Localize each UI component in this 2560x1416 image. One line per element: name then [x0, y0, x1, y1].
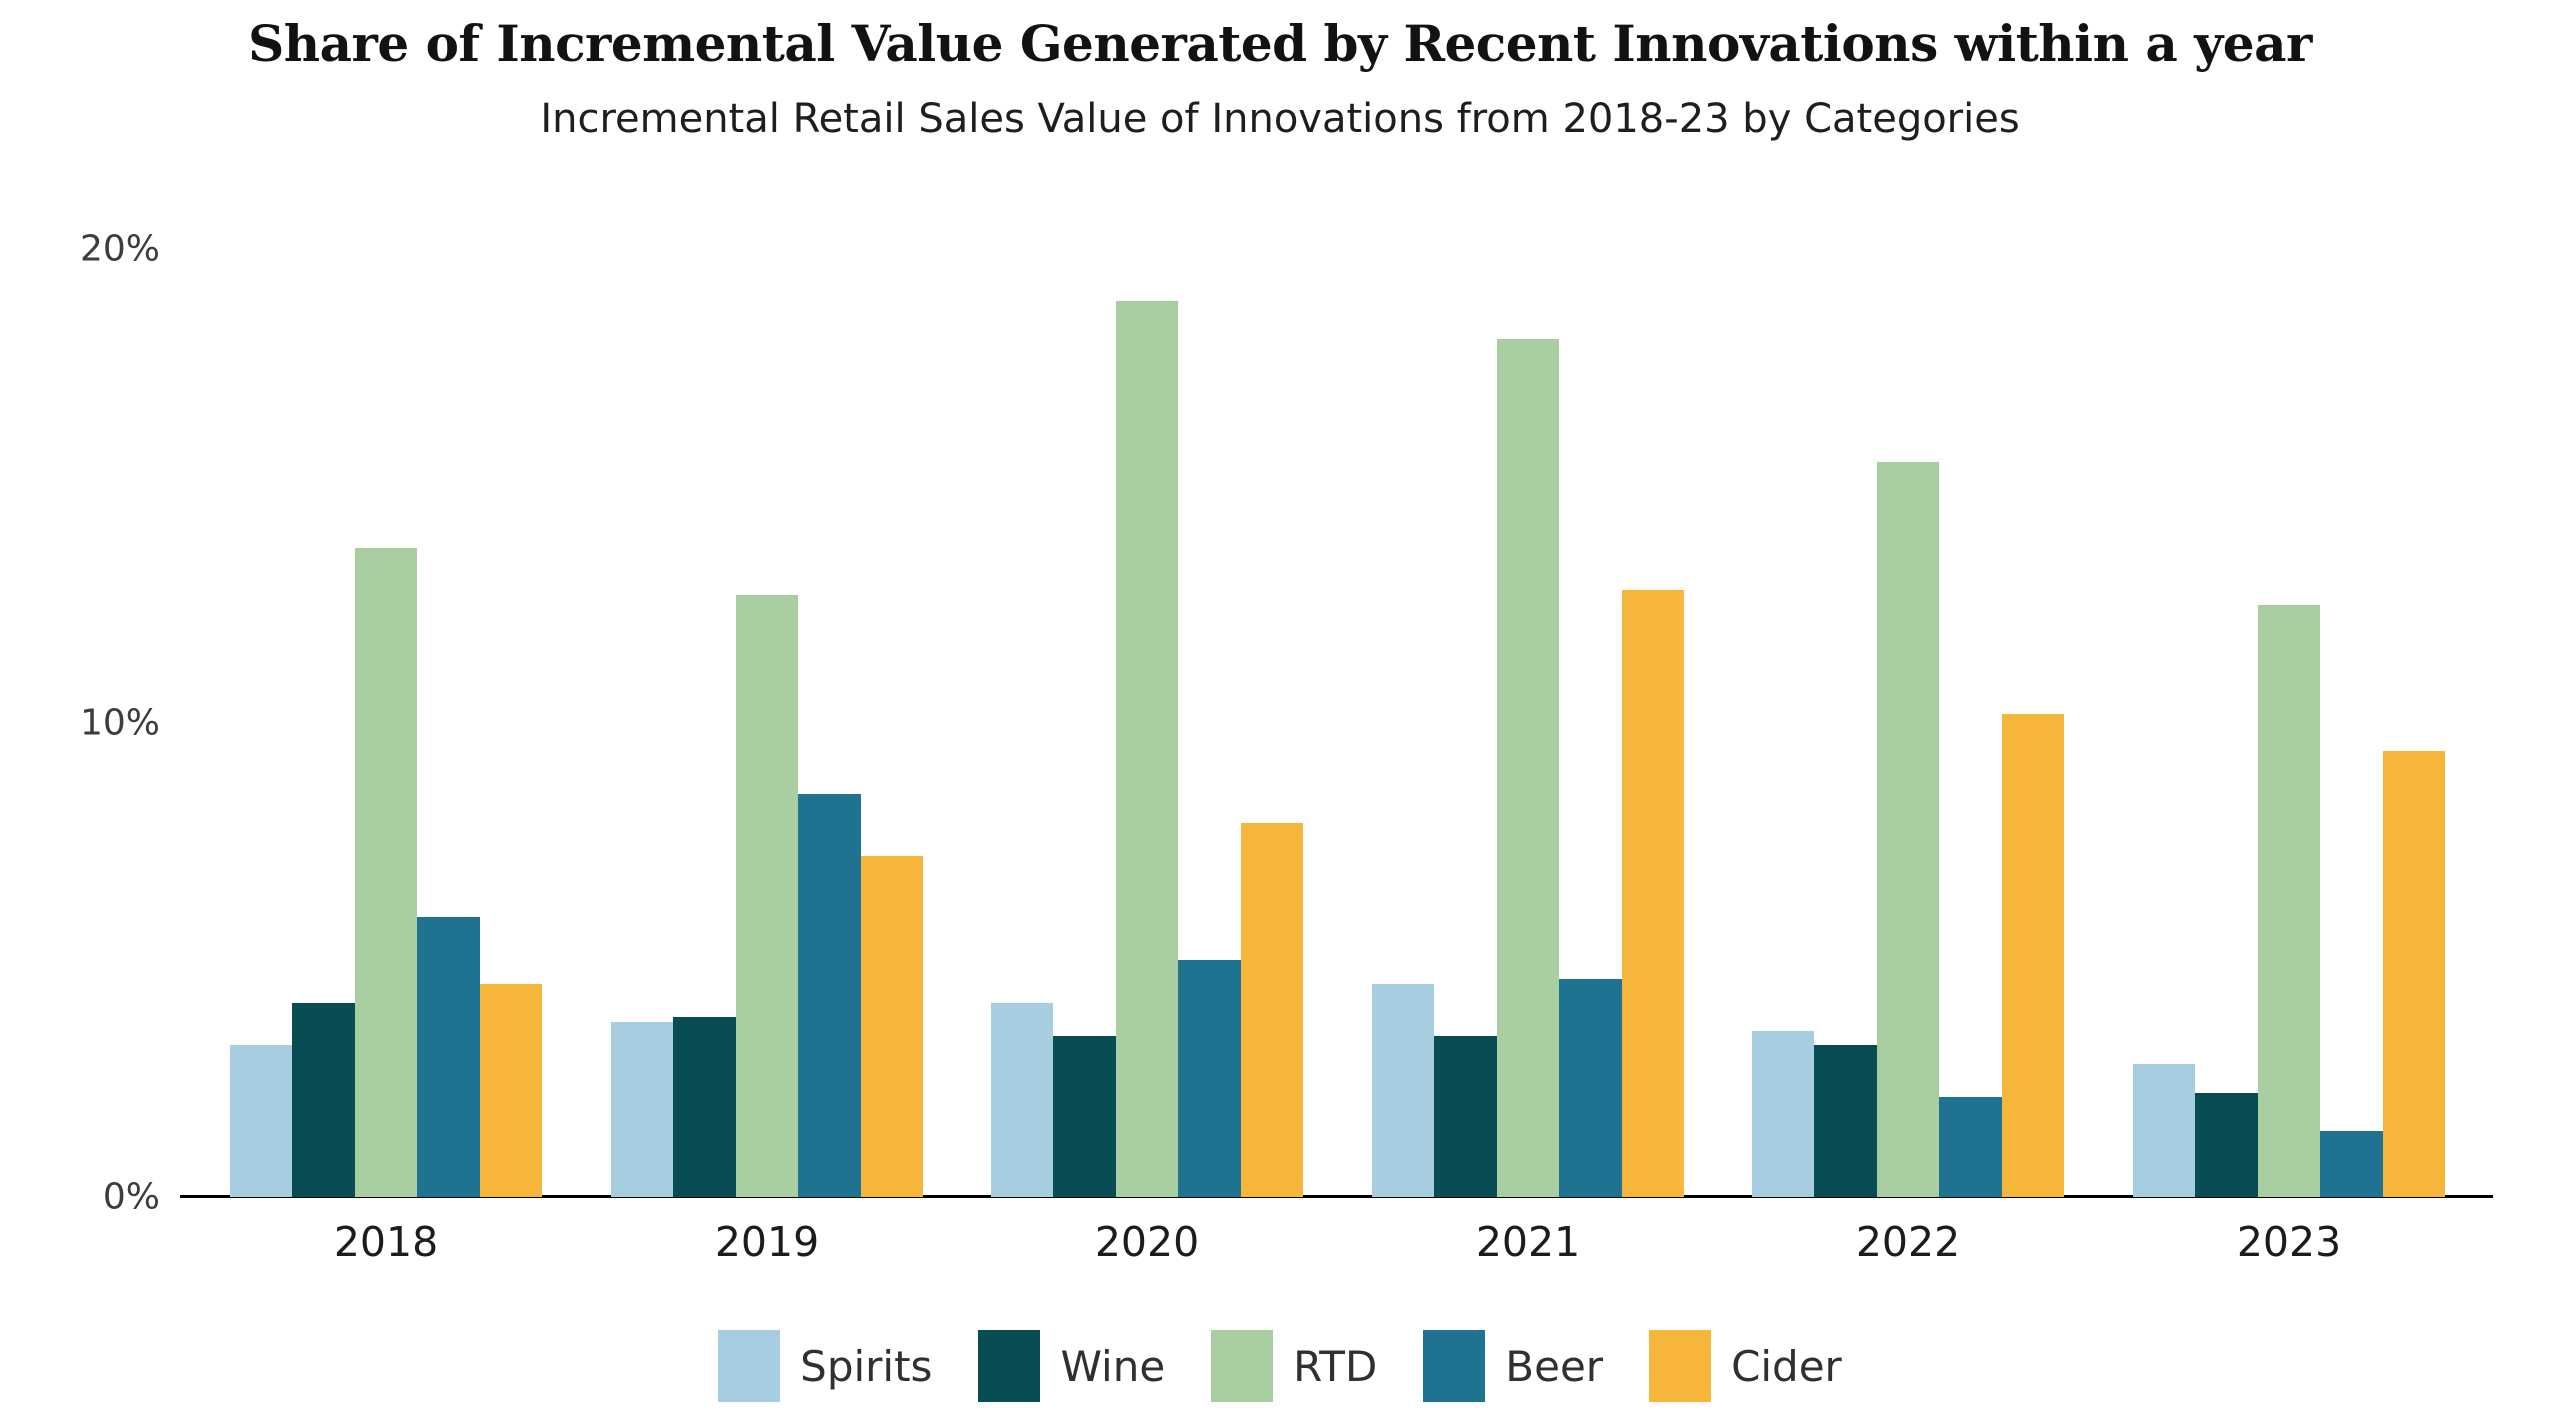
bar-2021-wine: [1434, 1035, 1497, 1197]
legend-label: Beer: [1505, 1341, 1604, 1391]
chart-subtitle: Incremental Retail Sales Value of Innova…: [540, 96, 2020, 142]
bar-2021-beer: [1559, 978, 1622, 1197]
legend-label: RTD: [1293, 1341, 1378, 1391]
legend-item-cider: Cider: [1649, 1330, 1842, 1402]
bar-2021-rtd: [1496, 339, 1560, 1197]
bar-2019-spirits: [611, 1021, 674, 1197]
chart-title: Share of Incremental Value Generated by …: [248, 14, 2312, 73]
bar-2022-spirits: [1752, 1031, 1815, 1197]
bar-2021-cider: [1621, 590, 1684, 1197]
x-axis-category-label: 2022: [1855, 1218, 1961, 1266]
bar-2022-wine: [1814, 1045, 1877, 1197]
bar-2019-wine: [673, 1016, 736, 1197]
legend-item-beer: Beer: [1423, 1330, 1603, 1402]
x-axis-category-label: 2019: [714, 1218, 820, 1266]
legend-item-wine: Wine: [978, 1330, 1165, 1402]
legend-swatch-icon: [1423, 1330, 1486, 1402]
legend: Spirits Wine RTD Beer Cider: [0, 1330, 2560, 1402]
y-axis-tick-label: 10%: [79, 702, 160, 744]
legend-label: Wine: [1060, 1341, 1166, 1391]
legend-swatch-icon: [978, 1330, 1041, 1402]
legend-swatch-icon: [1211, 1330, 1274, 1402]
bar-2023-cider: [2382, 751, 2445, 1197]
bar-2023-rtd: [2257, 604, 2321, 1197]
bar-2023-spirits: [2133, 1064, 2196, 1197]
bar-2020-cider: [1240, 822, 1303, 1197]
x-axis-category-label: 2018: [333, 1218, 439, 1266]
x-axis-line: [180, 1195, 2493, 1198]
bar-2023-wine: [2195, 1092, 2258, 1197]
legend-swatch-icon: [1649, 1330, 1712, 1402]
y-axis-tick-label: 0%: [102, 1176, 160, 1218]
x-axis-category-label: 2023: [2236, 1218, 2342, 1266]
bar-2020-rtd: [1115, 301, 1179, 1197]
bar-2019-cider: [860, 855, 923, 1197]
legend-label: Spirits: [800, 1341, 933, 1391]
legend-item-spirits: Spirits: [718, 1330, 932, 1402]
bar-2018-beer: [417, 917, 480, 1197]
y-axis-tick-label: 20%: [79, 228, 160, 270]
legend-item-rtd: RTD: [1211, 1330, 1377, 1402]
x-axis-category-label: 2021: [1475, 1218, 1581, 1266]
bar-2020-spirits: [991, 1002, 1054, 1197]
bar-2022-rtd: [1876, 462, 1940, 1197]
bar-2018-cider: [479, 983, 542, 1197]
bar-2022-beer: [1939, 1097, 2002, 1197]
bar-2018-wine: [292, 1002, 355, 1197]
bar-2021-spirits: [1372, 983, 1435, 1197]
bar-2019-rtd: [735, 595, 799, 1197]
bar-2018-rtd: [354, 547, 418, 1197]
bar-2023-beer: [2320, 1130, 2383, 1197]
bar-2022-cider: [2001, 713, 2064, 1197]
bar-2018-spirits: [230, 1045, 293, 1197]
bar-2020-beer: [1178, 960, 1241, 1197]
bar-2020-wine: [1053, 1035, 1116, 1197]
x-axis-category-label: 2020: [1094, 1218, 1200, 1266]
bar-2019-beer: [798, 794, 861, 1197]
legend-swatch-icon: [718, 1330, 781, 1402]
legend-label: Cider: [1731, 1341, 1842, 1391]
